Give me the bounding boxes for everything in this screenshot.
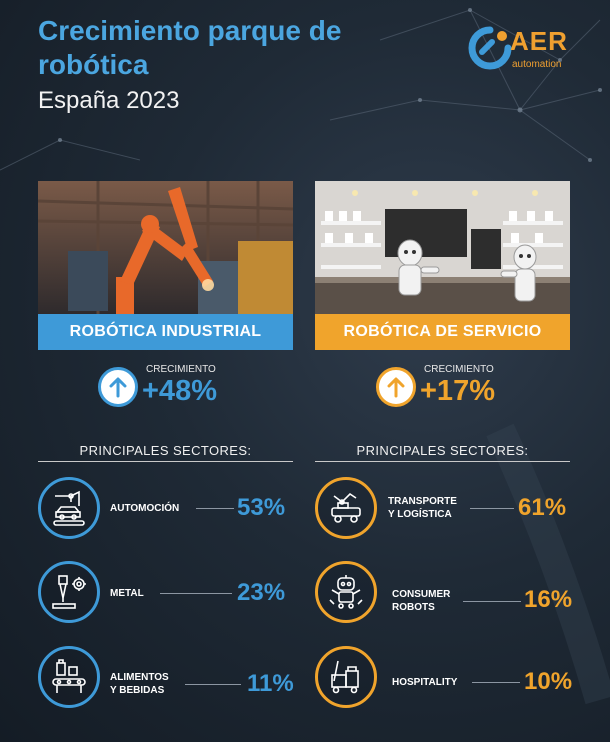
industrial-sector-3-text: ALIMENTOS Y BEBIDAS: [110, 672, 169, 696]
divider: [463, 601, 521, 602]
food-conveyor-icon: [38, 646, 100, 708]
industrial-robot-photo: [38, 181, 293, 315]
service-sector-2-value: 16%: [524, 586, 573, 613]
industrial-growth: CRECIMIENTO +48%: [98, 362, 248, 412]
hospitality-cart-icon: [315, 646, 377, 708]
industrial-sector-1-value: 53%: [237, 494, 286, 521]
logo-brand: AER: [510, 26, 568, 56]
arrow-up-icon: [98, 367, 138, 407]
service-sectors-heading: PRINCIPALES SECTORES:: [356, 443, 529, 458]
service-robot-photo: [315, 181, 570, 315]
service-sector-2-label: CONSUMER ROBOTS: [392, 589, 451, 613]
divider: [315, 461, 570, 462]
car-assembly-icon: [38, 477, 100, 539]
metal-drill-icon: [38, 561, 100, 623]
company-logo: AER automation: [468, 26, 578, 76]
industrial-sector-1-label: AUTOMOCIÓN: [110, 503, 180, 514]
industrial-sector-3-value: 11%: [247, 670, 294, 697]
industrial-sector-2-label: METAL: [110, 588, 144, 599]
service-sector-1-value: 61%: [518, 494, 567, 521]
industrial-growth-label: CRECIMIENTO: [146, 364, 216, 375]
industrial-growth-value: +48%: [142, 375, 217, 407]
service-growth-value: +17%: [420, 375, 495, 407]
divider: [160, 593, 232, 594]
divider: [185, 684, 241, 685]
service-sector-3-label: HOSPITALITY: [392, 677, 458, 688]
transport-robot-icon: [315, 477, 377, 539]
consumer-robot-icon: [315, 561, 377, 623]
divider: [196, 508, 234, 509]
service-sector-3-value: 10%: [524, 668, 573, 695]
service-sector-1-label: TRANSPORTE Y LOGÍSTICA: [388, 496, 457, 520]
industrial-sector-3-label: ALIMENTOS Y BEBIDAS: [110, 671, 169, 697]
industrial-sector-2-value: 23%: [237, 579, 286, 606]
industrial-banner: ROBÓTICA INDUSTRIAL: [38, 314, 293, 350]
logo-mark-icon: [468, 26, 512, 70]
divider: [470, 508, 514, 509]
page-title: Crecimiento parque de robótica: [38, 15, 342, 80]
logo-tagline: automation: [512, 59, 562, 70]
service-growth: CRECIMIENTO +17%: [376, 362, 526, 412]
arrow-up-icon: [376, 367, 416, 407]
divider: [38, 461, 293, 462]
service-growth-label: CRECIMIENTO: [424, 364, 494, 375]
service-banner: ROBÓTICA DE SERVICIO: [315, 314, 570, 350]
divider: [472, 682, 520, 683]
industrial-sectors-heading: PRINCIPALES SECTORES:: [79, 443, 252, 458]
page-subtitle: España 2023: [38, 87, 180, 114]
